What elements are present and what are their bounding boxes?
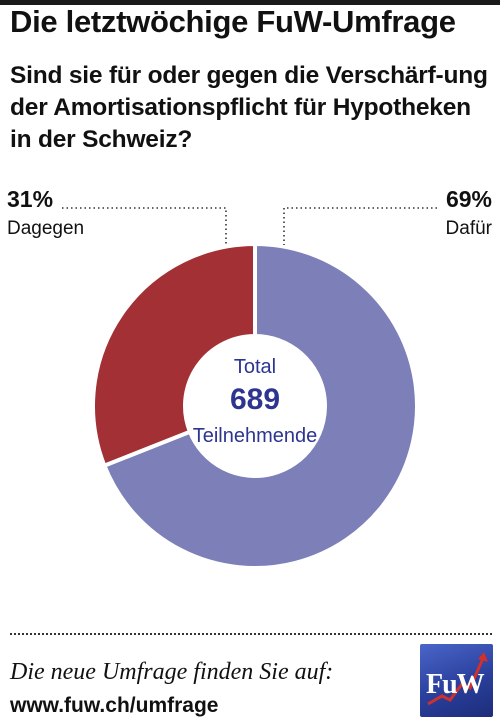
- footer-prompt: Die neue Umfrage finden Sie auf:: [10, 659, 334, 685]
- logo-chart-icon: [427, 652, 488, 706]
- page-title: Die letztwöchige FuW-Umfrage: [10, 4, 456, 39]
- leader-line-dagegen: [62, 207, 227, 245]
- slice-label-name-dagegen: Dagegen: [7, 218, 85, 239]
- slice-label-name-dafuer: Dafür: [445, 218, 492, 239]
- slice-label-value-dagegen: 31%: [7, 186, 54, 212]
- center-total-value: 689: [229, 383, 281, 416]
- fuw-logo: FuW: [420, 644, 493, 717]
- leader-line-dafuer: [283, 207, 437, 245]
- center-participants-label: Teilnehmende: [192, 425, 318, 447]
- survey-link[interactable]: www.fuw.ch/umfrage: [10, 694, 219, 717]
- slice-label-value-dafuer: 69%: [445, 186, 492, 212]
- donut-slice-dagegen: [91, 241, 257, 469]
- survey-question: Sind sie für oder gegen die Verschärf-un…: [10, 62, 488, 153]
- top-rule: [0, 0, 500, 5]
- logo-wordmark: FuW: [426, 669, 485, 700]
- donut-slice-dafuer: [101, 241, 419, 570]
- center-total-label: Total: [233, 356, 277, 378]
- footer-divider: [10, 633, 492, 635]
